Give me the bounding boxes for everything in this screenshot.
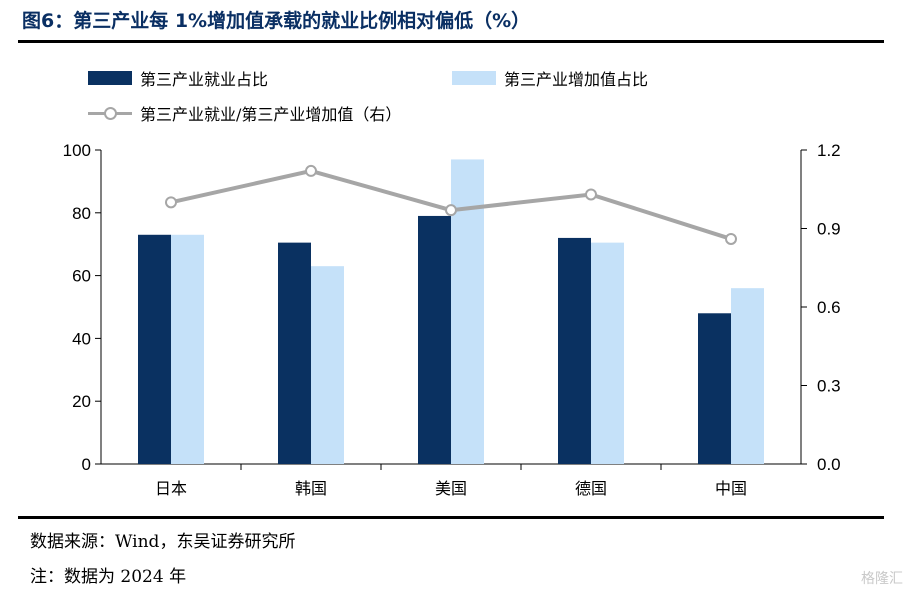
x-tick-label: 中国 [715, 480, 747, 498]
y-tick-label-left: 80 [72, 204, 91, 223]
x-tick-label: 美国 [435, 480, 467, 498]
bar-employment [558, 237, 591, 464]
bottom-rule [18, 516, 884, 519]
bar-value-added [171, 234, 204, 464]
y-tick-label-right: 0.6 [817, 298, 841, 317]
legend-ratio: 第三产业就业/第三产业增加值（右） [88, 101, 401, 125]
x-tick-label: 日本 [155, 480, 187, 498]
x-tick-label: 德国 [575, 480, 607, 498]
y-tick-label-left: 40 [72, 329, 91, 348]
y-tick-label-right: 0.0 [817, 455, 841, 474]
x-tick-label: 韩国 [295, 480, 327, 498]
legend-employment-swatch [88, 71, 132, 85]
bar-employment [278, 242, 311, 464]
bar-employment [418, 215, 451, 464]
ratio-point [585, 188, 597, 201]
legend-value-added: 第三产业增加值占比 [452, 66, 648, 90]
legend-value-added-label: 第三产业增加值占比 [504, 70, 649, 89]
bar-employment [138, 234, 171, 464]
top-rule [18, 40, 884, 43]
legend-value-added-swatch [452, 71, 496, 85]
y-tick-label-right: 1.2 [817, 141, 841, 160]
y-tick-label-left: 60 [72, 267, 91, 286]
y-tick-label-right: 0.9 [817, 220, 841, 239]
y-tick-label-left: 0 [82, 455, 91, 474]
legend-employment: 第三产业就业占比 [88, 66, 268, 90]
bar-employment [698, 313, 731, 464]
legend-ratio-swatch [88, 106, 132, 120]
bar-value-added [311, 266, 344, 464]
y-tick-label-left: 100 [63, 141, 91, 160]
ratio-point [445, 204, 457, 217]
ratio-point [165, 196, 177, 209]
legend-ratio-label: 第三产业就业/第三产业增加值（右） [140, 105, 402, 124]
bar-value-added [731, 288, 764, 464]
watermark-logo: 格隆汇 [861, 571, 903, 587]
ratio-point [305, 164, 317, 177]
y-tick-label-right: 0.3 [817, 377, 841, 396]
source-note: 数据来源：Wind，东吴证券研究所 [30, 532, 296, 552]
footnote: 注：数据为 2024 年 [30, 567, 187, 587]
chart-title: 图6：第三产业每 1%增加值承载的就业比例相对偏低（%） [22, 10, 531, 32]
bar-value-added [591, 242, 624, 464]
ratio-point [725, 232, 737, 245]
y-tick-label-left: 20 [72, 392, 91, 411]
legend-employment-label: 第三产业就业占比 [140, 70, 269, 89]
